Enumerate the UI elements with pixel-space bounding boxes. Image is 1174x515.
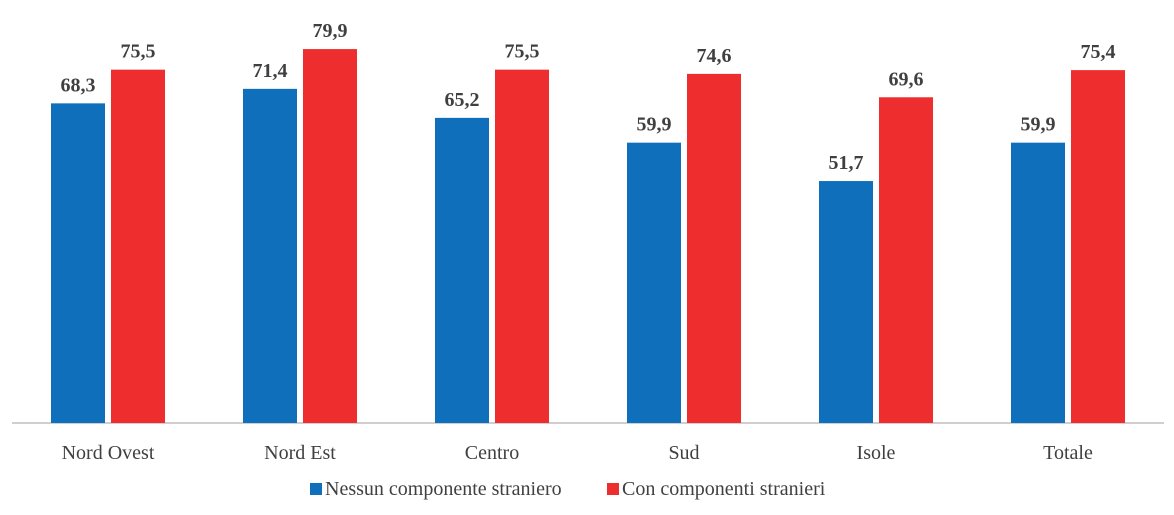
bar-con-nord-est (303, 49, 357, 424)
category-label: Isole (857, 442, 896, 464)
data-label: 75,5 (505, 41, 540, 63)
data-label: 74,6 (697, 45, 732, 67)
bar-con-sud (687, 73, 741, 423)
legend-swatch (607, 483, 619, 495)
data-label: 75,5 (121, 41, 156, 63)
data-label: 75,4 (1081, 41, 1116, 63)
legend-label: Nessun componente straniero (325, 478, 562, 500)
bar-nessun-nord-ovest (51, 103, 105, 423)
category-label: Totale (1043, 442, 1093, 464)
data-label: 79,9 (313, 20, 348, 42)
bar-nessun-nord-est (243, 88, 297, 424)
bar-nessun-isole (819, 181, 873, 423)
bars-group (51, 49, 1125, 424)
legend: Nessun componente straniero Con component… (310, 478, 826, 500)
legend-swatch (310, 483, 322, 495)
value-labels-group: 68,3 75,5 71,4 79,9 65,2 75,5 59,9 74,6 51,7 69,6… (61, 20, 1116, 174)
category-label: Nord Ovest (62, 442, 155, 464)
data-label: 59,9 (637, 114, 672, 136)
category-label: Sud (668, 442, 699, 464)
category-labels-group: Nord Ovest Nord Est Centro Sud Isole Totale (62, 442, 1093, 464)
bar-nessun-centro (435, 117, 489, 423)
category-label: Nord Est (264, 442, 336, 464)
category-label: Centro (465, 442, 519, 464)
bar-con-totale (1071, 70, 1125, 424)
legend-label: Con componenti stranieri (622, 478, 826, 500)
bar-nessun-totale (1011, 142, 1065, 423)
data-label: 71,4 (253, 60, 288, 82)
data-label: 59,9 (1021, 114, 1056, 136)
bar-nessun-sud (627, 142, 681, 423)
bar-con-isole (879, 97, 933, 423)
data-label: 65,2 (445, 89, 480, 111)
data-label: 51,7 (829, 152, 864, 174)
data-label: 69,6 (889, 68, 924, 90)
bar-con-centro (495, 69, 549, 423)
bar-con-nord-ovest (111, 69, 165, 423)
data-label: 68,3 (61, 74, 96, 96)
